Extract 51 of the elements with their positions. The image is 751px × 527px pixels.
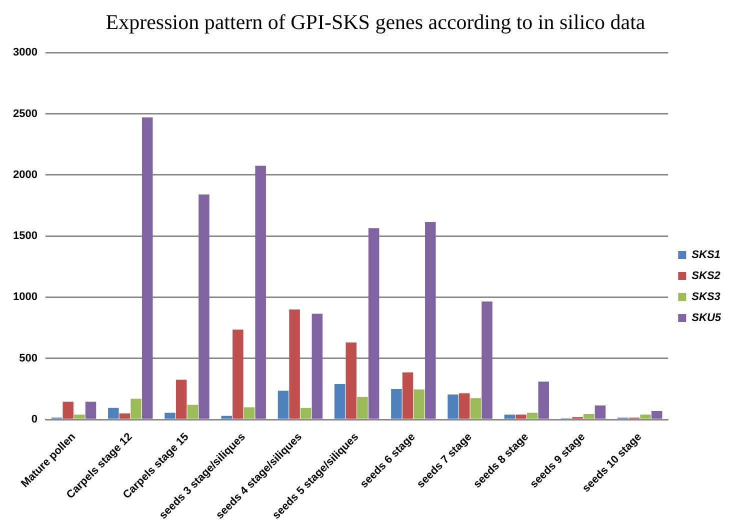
bar xyxy=(198,194,210,419)
y-tick-label: 1500 xyxy=(12,230,38,242)
bar xyxy=(504,414,516,419)
bar xyxy=(368,228,380,419)
legend-label: SKS2 xyxy=(692,270,720,282)
bar xyxy=(255,166,266,419)
bar xyxy=(526,412,538,419)
bar xyxy=(232,330,244,419)
bar xyxy=(448,394,458,419)
legend-label: SKU5 xyxy=(692,312,722,324)
y-tick-label: 500 xyxy=(19,352,38,364)
bar xyxy=(278,390,289,419)
bar xyxy=(584,414,594,419)
bar xyxy=(300,408,312,419)
bar xyxy=(470,398,482,419)
bar xyxy=(244,407,255,419)
bar xyxy=(221,416,232,419)
bar xyxy=(142,117,153,419)
bar xyxy=(425,222,436,419)
bar xyxy=(187,404,198,419)
bar xyxy=(130,398,142,419)
bar xyxy=(414,390,424,419)
bar xyxy=(346,342,357,419)
bar xyxy=(176,380,187,419)
bar xyxy=(516,414,526,419)
bar xyxy=(402,372,414,419)
chart-title: Expression pattern of GPI-SKS genes according to in silico data xyxy=(104,10,646,36)
bar xyxy=(312,314,323,419)
y-tick-label: 3000 xyxy=(12,46,38,59)
y-tick-label: 1000 xyxy=(12,291,38,304)
bar xyxy=(62,402,74,419)
bar xyxy=(640,414,651,419)
bar xyxy=(538,382,549,419)
bar xyxy=(651,410,662,419)
bar xyxy=(357,396,368,419)
y-tick-label: 2000 xyxy=(12,168,38,181)
bar xyxy=(391,388,402,419)
legend-label: SKS3 xyxy=(692,291,720,304)
y-tick-label: 0 xyxy=(31,414,38,426)
bar xyxy=(334,384,346,419)
bar xyxy=(119,413,130,419)
bar xyxy=(85,402,96,419)
y-tick-label: 2500 xyxy=(12,108,38,120)
legend-label: SKS1 xyxy=(692,249,720,262)
bar xyxy=(108,408,119,419)
bar xyxy=(482,301,492,419)
bar xyxy=(594,405,606,419)
bar xyxy=(458,393,470,419)
bar xyxy=(164,412,176,419)
bar xyxy=(289,309,300,419)
bar xyxy=(74,414,85,419)
